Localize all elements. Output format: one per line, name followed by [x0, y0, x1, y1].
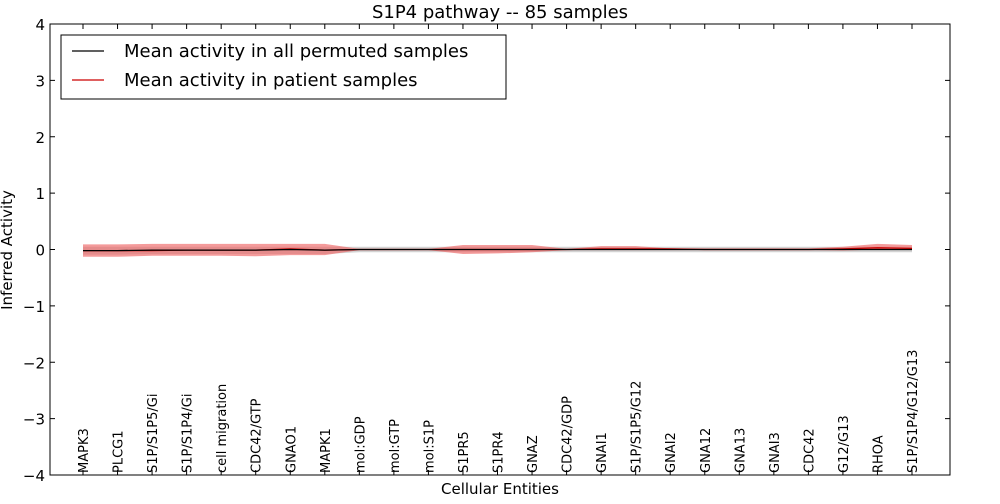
- x-tick-label: GNAZ: [526, 435, 541, 473]
- x-tick-label: RHOA: [872, 435, 887, 473]
- x-tick-label: S1P/S1P4/G12/G13: [906, 350, 921, 473]
- x-tick-label: S1P/S1P5/G12: [630, 381, 645, 473]
- x-tick-label: S1PR5: [457, 431, 472, 473]
- chart-title: S1P4 pathway -- 85 samples: [372, 2, 628, 23]
- x-tick-label: GNA13: [733, 428, 748, 473]
- x-tick-label: S1P/S1P4/Gi: [181, 394, 196, 473]
- y-tick-label: 0: [35, 242, 45, 260]
- y-tick-label: −3: [23, 411, 45, 429]
- x-axis-label: Cellular Entities: [441, 480, 559, 498]
- x-tick-label: GNAO1: [284, 426, 299, 473]
- x-tick-label: G12/G13: [837, 415, 852, 473]
- y-tick-label: 1: [35, 185, 45, 203]
- legend-label-2: Mean activity in patient samples: [124, 70, 418, 91]
- x-tick-label: S1P/S1P5/Gi: [146, 394, 161, 473]
- x-tick-label: GNAI3: [768, 432, 783, 473]
- y-tick-label: −1: [23, 298, 45, 316]
- x-tick-label: MAPK1: [319, 428, 334, 473]
- x-tick-label: MAPK3: [77, 428, 92, 473]
- y-tick-label: 4: [35, 16, 45, 34]
- plot-area: 4 3 2 1 0 −1 −2 −3 −4 MAPK3 PLCG1 S1P/S1P5/Gi S1P/S1…: [23, 16, 951, 485]
- x-tick-label: cell migration: [215, 384, 230, 473]
- x-tick-label: CDC42/GDP: [561, 396, 576, 473]
- y-tick-label: −2: [23, 354, 45, 372]
- x-tick-label: GNAI2: [664, 432, 679, 473]
- x-tick-label: GNAI1: [595, 432, 610, 473]
- series-1-line: [83, 248, 912, 252]
- y-tick-label: 3: [35, 72, 45, 90]
- legend-label-1: Mean activity in all permuted samples: [124, 41, 468, 62]
- x-tick-label: GNA12: [699, 428, 714, 473]
- y-tick-label: 2: [35, 129, 45, 147]
- series-2-band: [83, 243, 912, 257]
- legend-box: [60, 34, 507, 100]
- x-tick-label: mol:S1P: [422, 420, 437, 473]
- x-tick-label: PLCG1: [112, 430, 127, 473]
- x-tick-label: mol:GDP: [353, 416, 368, 473]
- x-tick-label: CDC42: [802, 428, 817, 473]
- y-tick-label: −4: [23, 467, 45, 485]
- x-tick-label: mol:GTP: [388, 419, 403, 473]
- y-axis-label: Inferred Activity: [0, 190, 16, 310]
- x-tick-label: CDC42/GTP: [250, 398, 265, 473]
- legend: Mean activity in all permuted samples Mea…: [60, 34, 507, 100]
- x-tick-label: S1PR4: [492, 431, 507, 473]
